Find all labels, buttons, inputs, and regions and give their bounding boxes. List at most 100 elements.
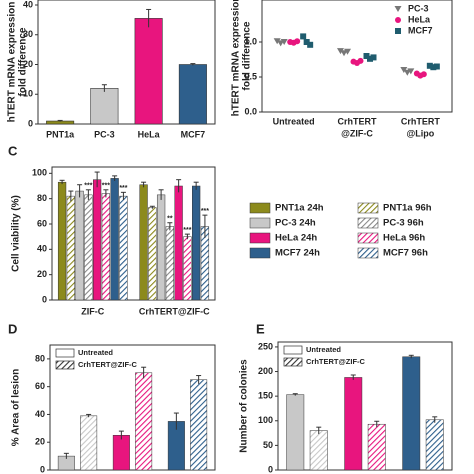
y-tick-label: 100: [258, 415, 273, 425]
bar: [190, 379, 208, 471]
y-tick-label: 200: [258, 366, 273, 376]
x-tick-label: @ZIF-C: [341, 128, 373, 138]
point: [307, 41, 314, 48]
bar: [165, 226, 175, 301]
bar: [135, 372, 153, 471]
legend-label: MCF7: [408, 25, 433, 35]
significance: ***: [102, 183, 110, 190]
point: [395, 28, 401, 34]
y-axis-label: hTERT mRNA expression: [7, 2, 18, 123]
plot-frame: [261, 0, 453, 113]
x-tick-label: CrhTERT: [338, 116, 377, 126]
bar: [57, 181, 67, 301]
bar: [156, 194, 166, 301]
y-tick-label: 80: [37, 193, 47, 203]
bar: [93, 179, 102, 301]
x-tick-label: PC-3: [94, 129, 115, 139]
point: [430, 64, 437, 71]
bar: [84, 194, 93, 301]
legend-label: HeLa 24h: [275, 233, 317, 244]
point: [294, 38, 301, 45]
x-tick-label: Untreated: [273, 116, 315, 126]
legend-label: CrhTERT@ZIF-C: [78, 360, 138, 369]
legend-label: MCF7 24h: [275, 248, 320, 259]
bar: [112, 435, 130, 471]
y-tick-label: 40: [37, 244, 47, 254]
legend-label: PC-3 96h: [383, 218, 424, 229]
significance: ***: [201, 208, 209, 215]
y-tick-label: 60: [35, 381, 45, 391]
y-axis-label: Cell viability (%): [11, 195, 22, 272]
bar: [344, 377, 363, 471]
point: [394, 6, 402, 12]
bar: [139, 184, 148, 301]
legend-label: PC-3 24h: [275, 218, 316, 229]
y-tick-label: 0.0: [244, 106, 257, 116]
legend-label: HeLa: [408, 14, 431, 24]
bar: [178, 64, 207, 125]
point: [395, 17, 401, 23]
significance: ***: [84, 183, 92, 190]
point: [400, 67, 408, 73]
bar: [110, 178, 119, 301]
legend-swatch: [249, 247, 271, 259]
legend-swatch: [357, 247, 379, 259]
point: [370, 54, 377, 61]
y-tick-label: 250: [258, 341, 273, 351]
bar: [367, 423, 386, 471]
point: [367, 55, 373, 62]
y-axis-label: hTERT mRNA expression: [231, 0, 242, 116]
significance: ***: [119, 185, 127, 192]
significance: **: [167, 216, 173, 223]
point: [433, 63, 440, 70]
legend-swatch: [283, 357, 303, 367]
legend-label: CrhTERT@ZIF-C: [306, 357, 366, 366]
y-tick-label: 40: [35, 409, 45, 419]
significance: ***: [183, 227, 191, 234]
plot-frame: [49, 344, 216, 471]
plot-frame: [51, 166, 216, 301]
plot-frame: [277, 341, 453, 471]
x-tick-label: ZIF-C: [81, 306, 104, 316]
y-tick-label: 0: [268, 464, 273, 474]
y-tick-label: 30: [23, 29, 33, 39]
y-tick-label: 60: [37, 218, 47, 228]
panel-label: C: [8, 143, 18, 158]
y-tick-label: 80: [35, 353, 45, 363]
bar: [309, 430, 328, 471]
legend-swatch: [249, 217, 271, 229]
legend-label: PC-3: [408, 3, 429, 13]
legend-swatch: [55, 360, 75, 370]
y-tick-label: 50: [263, 440, 273, 450]
point: [407, 68, 415, 75]
bar: [119, 195, 128, 301]
legend-label: PNT1a 96h: [383, 203, 432, 214]
legend-swatch: [55, 348, 75, 358]
point: [337, 48, 344, 55]
legend-swatch: [249, 202, 271, 214]
bar: [66, 195, 75, 301]
point: [273, 38, 281, 45]
bar: [101, 193, 111, 301]
bar: [148, 207, 157, 301]
legend-label: PNT1a 24h: [275, 203, 324, 214]
y-tick-label: 10: [23, 89, 33, 99]
y-tick-label: 20: [23, 59, 33, 69]
y-tick-label: 0: [40, 464, 45, 474]
bar: [192, 185, 201, 301]
bar: [75, 190, 84, 301]
plot-frame: [37, 0, 216, 125]
y-tick-label: 0: [42, 294, 47, 304]
legend-label: HeLa 96h: [383, 233, 425, 244]
x-tick-label: @Lipo: [406, 128, 434, 138]
legend-swatch: [283, 345, 303, 355]
y-tick-label: 1.0: [244, 36, 257, 46]
x-tick-label: PNT1a: [46, 129, 75, 139]
x-tick-label: MCF7: [181, 129, 206, 139]
point: [363, 53, 370, 59]
legend-swatch: [357, 217, 379, 229]
panel-label: E: [256, 321, 265, 336]
bar: [174, 185, 183, 301]
y-tick-label: 0.5: [244, 71, 257, 81]
